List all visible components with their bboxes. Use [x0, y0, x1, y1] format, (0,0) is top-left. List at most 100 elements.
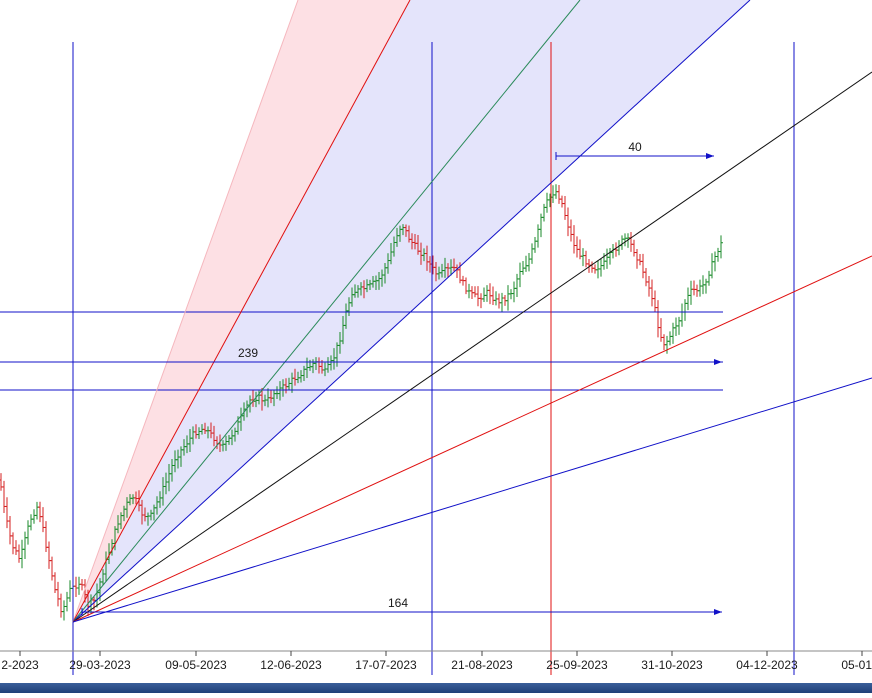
price-bar: [23, 531, 27, 559]
price-bar: [671, 322, 675, 344]
price-bar: [557, 184, 561, 204]
annotations-layer: 239 40 164: [0, 140, 722, 616]
price-bar: [629, 232, 633, 252]
price-bar: [593, 264, 597, 274]
price-bar: [497, 293, 501, 309]
price-bar: [527, 252, 531, 272]
price-bar: [11, 532, 15, 555]
price-bar: [599, 258, 603, 277]
price-bar: [41, 507, 45, 533]
price-bar: [575, 236, 579, 258]
price-bar: [0, 473, 3, 491]
price-bar: [704, 278, 708, 294]
x-tick-label: 31-10-2023: [641, 658, 703, 672]
price-bar: [485, 285, 489, 302]
arrow-head-icon: [714, 609, 722, 615]
price-bar: [17, 544, 21, 563]
price-bar: [530, 243, 534, 264]
status-bar: [0, 683, 872, 693]
fan-line-1x1: [72, 71, 872, 623]
price-bar: [632, 239, 636, 257]
price-bar: [50, 556, 54, 581]
price-bar: [581, 248, 585, 267]
price-bar: [2, 480, 6, 514]
x-tick-label: 25-09-2023: [546, 658, 608, 672]
price-bar: [47, 541, 51, 569]
bar-count-annotation: 40: [555, 140, 714, 160]
price-bar: [572, 225, 576, 254]
price-bar: [68, 580, 72, 602]
price-bar: [512, 281, 516, 303]
x-tick-label: 12-06-2023: [260, 658, 322, 672]
price-bar: [560, 195, 564, 208]
price-bar: [479, 293, 483, 309]
price-bar: [698, 279, 702, 297]
price-bar: [5, 497, 9, 529]
price-bar: [56, 581, 60, 607]
price-bar: [650, 279, 654, 307]
x-tick-label: 05-01-2: [841, 658, 872, 672]
price-bar: [491, 286, 495, 305]
price-bar: [62, 600, 66, 621]
price-bar: [716, 247, 720, 262]
price-bar: [14, 540, 18, 556]
price-bar: [605, 248, 609, 269]
price-bar: [38, 501, 42, 523]
arrow-head-icon: [714, 359, 722, 365]
price-bar: [32, 509, 36, 524]
price-bar: [653, 290, 657, 313]
price-bar: [647, 276, 651, 297]
price-bar: [65, 591, 69, 612]
x-tick-label: 04-12-2023: [736, 658, 798, 672]
price-bar: [677, 316, 681, 335]
x-tick-label: 29-03-2023: [69, 658, 131, 672]
price-bar: [563, 195, 567, 220]
price-bar: [488, 283, 492, 305]
price-bar: [506, 285, 510, 311]
price-bar: [635, 248, 639, 269]
price-bar: [710, 253, 714, 279]
price-bar: [551, 185, 555, 204]
price-bar: [719, 235, 723, 259]
price-bar: [707, 270, 711, 286]
price-bar: [500, 292, 504, 313]
price-bar: [674, 317, 678, 336]
x-axis: 2-2023 29-03-2023 09-05-2023 12-06-2023 17-0…: [0, 650, 872, 672]
price-bar: [8, 516, 12, 545]
price-bar: [692, 280, 696, 296]
price-bar: [20, 539, 24, 569]
price-bar: [668, 331, 672, 346]
price-bar: [566, 207, 570, 237]
price-bar: [623, 233, 627, 247]
fan-line-1x3: [72, 0, 581, 623]
price-bar: [494, 291, 498, 306]
price-bars-layer: [0, 184, 723, 621]
price-bar: [473, 286, 477, 298]
price-bar: [713, 251, 717, 272]
price-bar: [686, 287, 690, 311]
price-bar: [659, 318, 663, 342]
price-bar: [518, 262, 522, 288]
price-bar: [536, 224, 540, 248]
price-bar: [524, 255, 528, 272]
annotation-label: 40: [628, 140, 642, 154]
price-bar: [542, 203, 546, 222]
x-tick-label: 2-2023: [1, 658, 39, 672]
price-bar: [29, 514, 33, 531]
price-bar: [74, 576, 78, 598]
price-bar: [482, 287, 486, 302]
price-bar: [569, 219, 573, 242]
price-bar: [662, 334, 666, 351]
x-tick-label: 21-08-2023: [451, 658, 513, 672]
arrow-head-icon: [706, 153, 714, 159]
fan-line-edge: [72, 0, 299, 623]
price-bar: [26, 520, 30, 545]
x-tick-label: 17-07-2023: [355, 658, 417, 672]
price-bar: [641, 253, 645, 279]
annotation-label: 239: [238, 346, 258, 360]
price-bar: [638, 254, 642, 266]
fan-lines-layer: [0, 0, 872, 675]
price-bar: [35, 501, 39, 520]
